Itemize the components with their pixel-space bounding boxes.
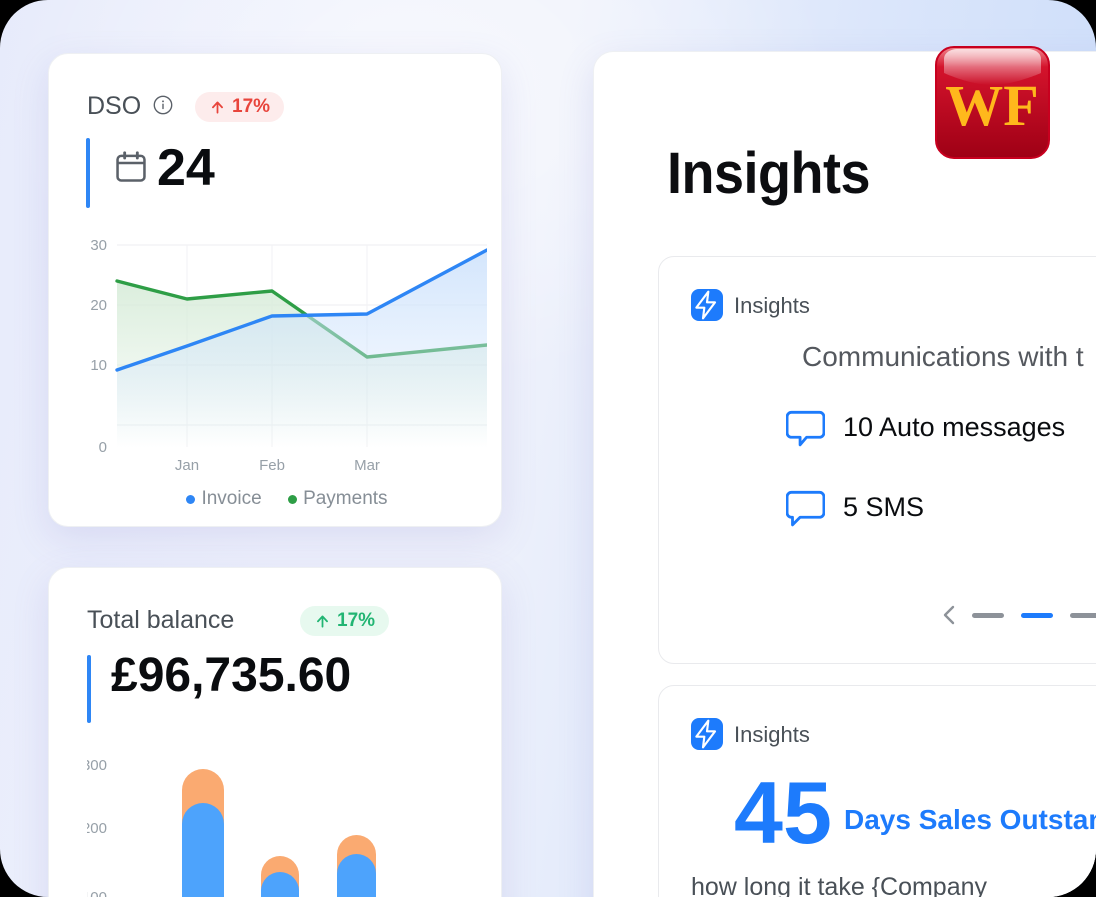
svg-text:200: 200 bbox=[87, 820, 107, 837]
svg-text:WF: WF bbox=[945, 73, 1038, 138]
svg-text:Feb: Feb bbox=[259, 457, 285, 474]
svg-text:0: 0 bbox=[99, 439, 107, 456]
svg-text:Mar: Mar bbox=[354, 457, 380, 474]
svg-text:30: 30 bbox=[90, 240, 107, 254]
svg-text:300: 300 bbox=[87, 760, 107, 774]
svg-text:20: 20 bbox=[90, 297, 107, 314]
svg-text:100: 100 bbox=[87, 889, 107, 897]
svg-text:Jan: Jan bbox=[175, 457, 199, 474]
svg-text:10: 10 bbox=[90, 357, 107, 374]
